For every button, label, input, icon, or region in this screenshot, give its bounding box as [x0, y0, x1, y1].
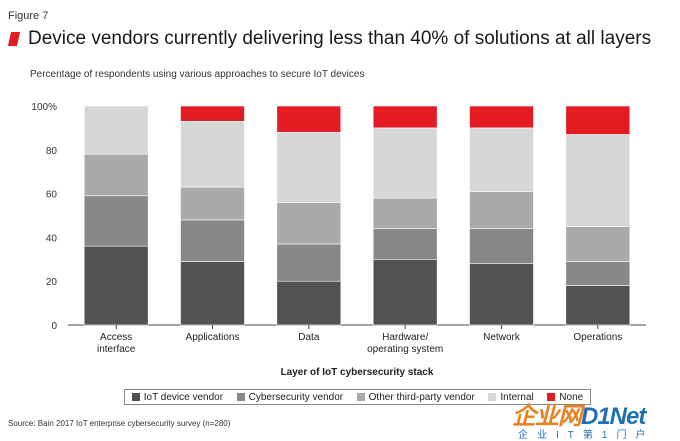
legend-label: Other third-party vendor	[368, 391, 475, 403]
y-tick-label: 60	[46, 190, 58, 201]
y-tick-label: 40	[46, 233, 58, 244]
legend-swatch	[131, 393, 140, 401]
bar-segment	[276, 280, 342, 326]
watermark-brand: D1Net	[581, 403, 646, 430]
x-tick-label: Network	[483, 332, 521, 343]
x-tick-label: Operations	[573, 332, 622, 343]
bar-segment	[180, 219, 245, 262]
legend-item: None	[547, 392, 583, 403]
y-tick-label: 0	[51, 321, 57, 332]
bar-segment	[83, 195, 149, 247]
bar-segment	[372, 258, 438, 326]
bar-segment	[372, 228, 438, 260]
bar-segment	[469, 127, 534, 192]
source-note: Source: Bain 2017 IoT enterprise cyberse…	[8, 419, 231, 428]
bar-segment	[372, 127, 438, 199]
bar-segment	[276, 202, 342, 245]
legend-item: Other third-party vendor	[356, 391, 475, 403]
bar-segment	[565, 226, 631, 262]
bar-segment	[565, 261, 631, 286]
x-tick-label: Access interface	[97, 332, 136, 355]
watermark-logo: 企业网D1Net 企业IT第1门户	[512, 396, 676, 441]
legend-swatch	[547, 393, 556, 401]
bar-segment	[565, 134, 631, 227]
x-axis-title: Layer of IoT cybersecurity stack	[281, 367, 434, 378]
bar-segment	[565, 105, 631, 135]
bar-segment	[469, 263, 534, 326]
legend-item: IoT device vendor	[131, 391, 224, 403]
bar-segment	[469, 191, 534, 229]
watermark-prefix: 企业网	[512, 403, 582, 430]
legend-swatch	[236, 393, 245, 401]
y-tick-label: 100%	[31, 102, 57, 113]
legend-item: Cybersecurity vendor	[236, 391, 344, 403]
bar-segment	[469, 105, 534, 129]
legend: IoT device vendor Cybersecurity vendor Oth…	[124, 389, 591, 405]
bar-segment	[276, 131, 342, 203]
bar-segment	[83, 245, 149, 326]
legend-swatch	[356, 393, 365, 401]
y-tick-label: 80	[46, 146, 58, 157]
bar-segment	[180, 261, 245, 326]
bar-segment	[180, 121, 245, 188]
bar-segment	[276, 243, 342, 282]
title-accent-mark	[8, 32, 20, 46]
legend-item: Internal	[488, 391, 534, 403]
legend-label: Cybersecurity vendor	[248, 391, 344, 403]
bar-segment	[180, 186, 245, 221]
bar-segment	[565, 285, 631, 326]
bar-segment	[83, 153, 149, 197]
chart-title: Device vendors currently delivering less…	[28, 28, 652, 49]
stacked-bar-chart: 0 20 40 60 80 100% Access interface Applications…	[31, 102, 646, 378]
x-tick-label: Hardware/operating system	[367, 332, 443, 355]
figure-label: Figure 7	[8, 10, 49, 22]
watermark-tagline: 企业IT第1门户	[518, 430, 655, 441]
legend-label: Internal	[500, 391, 534, 403]
bar-segment	[83, 105, 149, 155]
bar-segment	[276, 105, 342, 133]
bar-segment	[180, 105, 245, 122]
chart-subtitle: Percentage of respondents using various …	[30, 69, 365, 80]
legend-label: None	[559, 391, 584, 403]
bar-segment	[372, 197, 438, 229]
y-tick-label: 20	[46, 277, 58, 288]
legend-swatch	[488, 393, 497, 401]
legend-label: IoT device vendor	[143, 391, 224, 403]
x-tick-label: Data	[298, 332, 320, 343]
bar-segment	[372, 105, 438, 129]
bar-segment	[469, 228, 534, 264]
x-tick-label: Applications	[186, 332, 240, 343]
